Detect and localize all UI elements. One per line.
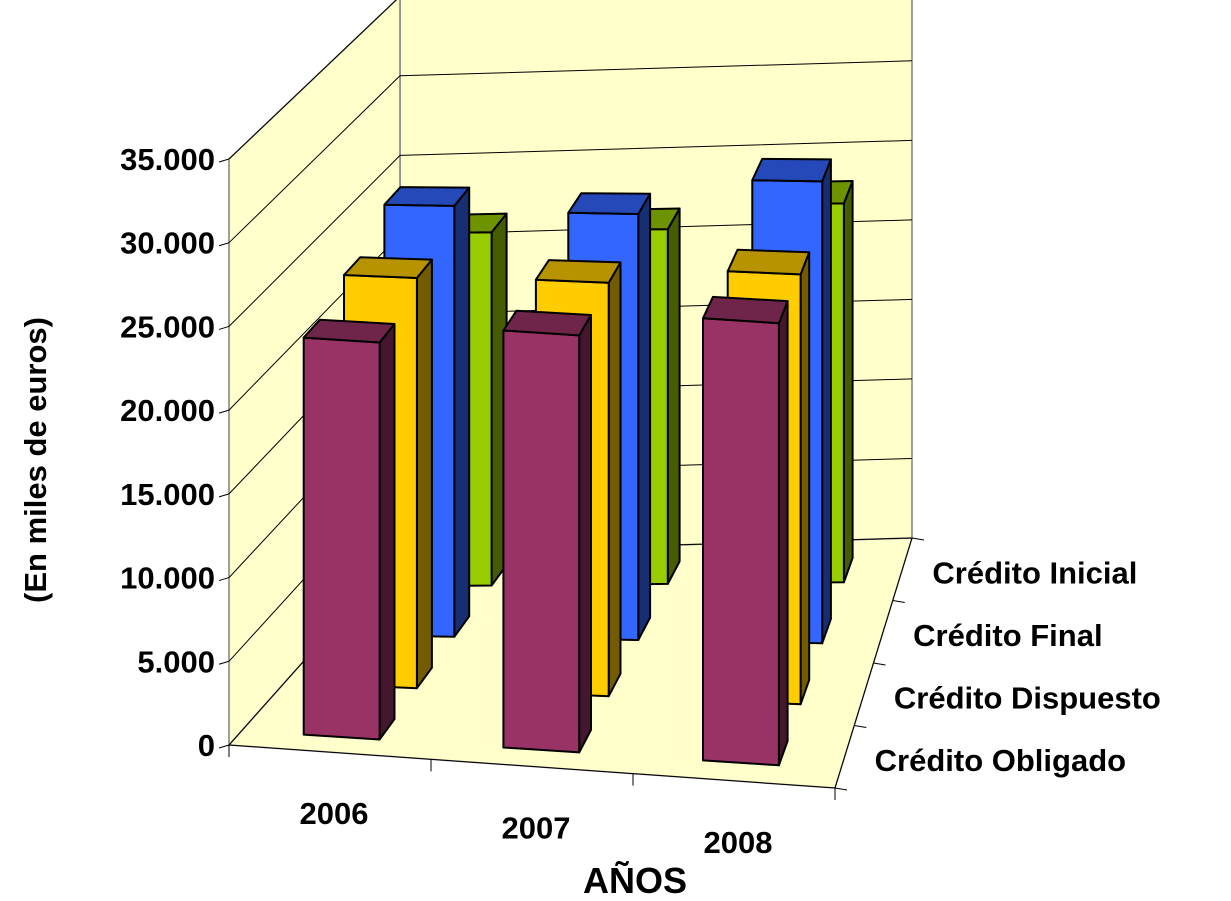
y-tick-mark <box>218 577 230 582</box>
bar-side <box>799 251 811 706</box>
bar-side <box>415 258 433 690</box>
y-tick-mark <box>218 744 230 749</box>
y-tick-label: 5.000 <box>137 644 215 679</box>
depth-tick-mark <box>911 537 925 541</box>
bar-top <box>567 192 652 215</box>
bar <box>502 309 592 754</box>
y-axis-ticks <box>218 158 925 800</box>
series-label: Crédito Inicial <box>932 555 1137 590</box>
bar-side <box>666 207 681 585</box>
x-tick-label: 2008 <box>704 825 773 860</box>
bar-top <box>343 256 433 279</box>
bar-side <box>453 186 471 638</box>
bar-top <box>502 309 592 337</box>
y-tick-label: 20.000 <box>120 393 215 428</box>
bar-top <box>751 157 832 183</box>
y-tick-mark <box>218 242 230 247</box>
bar-side <box>777 300 789 767</box>
bars <box>302 157 854 767</box>
depth-tick-mark <box>873 662 886 666</box>
x-axis-title: AÑOS <box>583 859 687 901</box>
bar-top <box>702 295 789 325</box>
gridline <box>228 0 397 160</box>
axis-labels: 0 5.000 10.000 15.000 20.000 25.000 30.000 35.0… <box>120 142 1161 860</box>
y-tick-mark <box>218 660 230 665</box>
y-tick-label: 30.000 <box>120 226 215 261</box>
y-tick-label: 10.000 <box>120 561 215 596</box>
bar-side <box>378 323 396 741</box>
depth-tick-mark <box>854 725 867 728</box>
depth-tick-mark <box>834 787 848 791</box>
x-tick-label: 2006 <box>300 796 369 831</box>
bar <box>302 318 396 741</box>
bar-side <box>637 192 652 641</box>
bar-side <box>578 314 592 754</box>
bar-top <box>302 318 396 344</box>
y-tick-mark <box>218 409 230 414</box>
y-tick-label: 15.000 <box>120 477 215 512</box>
x-tick-label: 2007 <box>502 811 571 846</box>
y-axis-title: (En miles de euros) <box>18 317 53 603</box>
bar-top <box>726 248 811 276</box>
series-label: Crédito Obligado <box>875 743 1126 778</box>
bar-side <box>607 261 622 698</box>
y-tick-label: 0 <box>198 728 215 763</box>
bar-front <box>502 329 581 754</box>
bar-front <box>702 317 780 767</box>
bar-side <box>842 180 854 584</box>
gridline <box>228 60 913 244</box>
y-tick-mark <box>218 493 230 498</box>
y-tick-label: 35.000 <box>120 142 215 177</box>
bar-top <box>534 259 622 284</box>
series-label: Crédito Final <box>913 618 1102 653</box>
y-tick-label: 25.000 <box>120 309 215 344</box>
bar <box>702 295 789 767</box>
depth-tick-mark <box>892 600 905 603</box>
x-axis-line <box>228 744 836 789</box>
bar-top <box>383 186 471 207</box>
y-tick-mark <box>218 158 230 163</box>
bar-side <box>821 158 832 645</box>
gridline <box>228 139 913 327</box>
y-tick-mark <box>218 325 230 330</box>
bar-front <box>302 336 381 741</box>
series-label: Crédito Dispuesto <box>894 680 1161 715</box>
